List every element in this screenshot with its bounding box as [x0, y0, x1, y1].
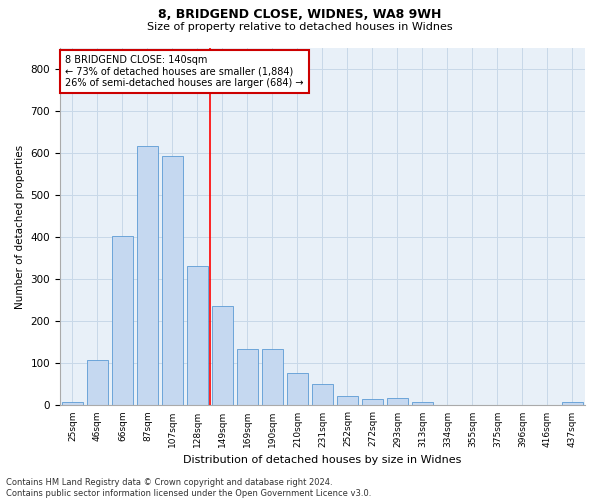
- Text: 8, BRIDGEND CLOSE, WIDNES, WA8 9WH: 8, BRIDGEND CLOSE, WIDNES, WA8 9WH: [158, 8, 442, 20]
- Bar: [187, 266, 208, 406]
- Bar: [137, 146, 158, 406]
- Bar: [287, 372, 308, 406]
- Bar: [212, 306, 233, 406]
- Bar: [562, 402, 583, 406]
- Bar: [362, 399, 383, 406]
- Y-axis label: Number of detached properties: Number of detached properties: [15, 144, 25, 308]
- Text: Contains HM Land Registry data © Crown copyright and database right 2024.
Contai: Contains HM Land Registry data © Crown c…: [6, 478, 371, 498]
- Bar: [112, 236, 133, 406]
- Bar: [312, 384, 333, 406]
- Bar: [87, 360, 108, 406]
- Bar: [262, 349, 283, 406]
- Text: 8 BRIDGEND CLOSE: 140sqm
← 73% of detached houses are smaller (1,884)
26% of sem: 8 BRIDGEND CLOSE: 140sqm ← 73% of detach…: [65, 54, 304, 88]
- Bar: [237, 349, 258, 406]
- X-axis label: Distribution of detached houses by size in Widnes: Distribution of detached houses by size …: [183, 455, 461, 465]
- Bar: [62, 402, 83, 406]
- Bar: [337, 396, 358, 406]
- Bar: [387, 398, 408, 406]
- Bar: [162, 156, 183, 406]
- Text: Size of property relative to detached houses in Widnes: Size of property relative to detached ho…: [147, 22, 453, 32]
- Bar: [412, 402, 433, 406]
